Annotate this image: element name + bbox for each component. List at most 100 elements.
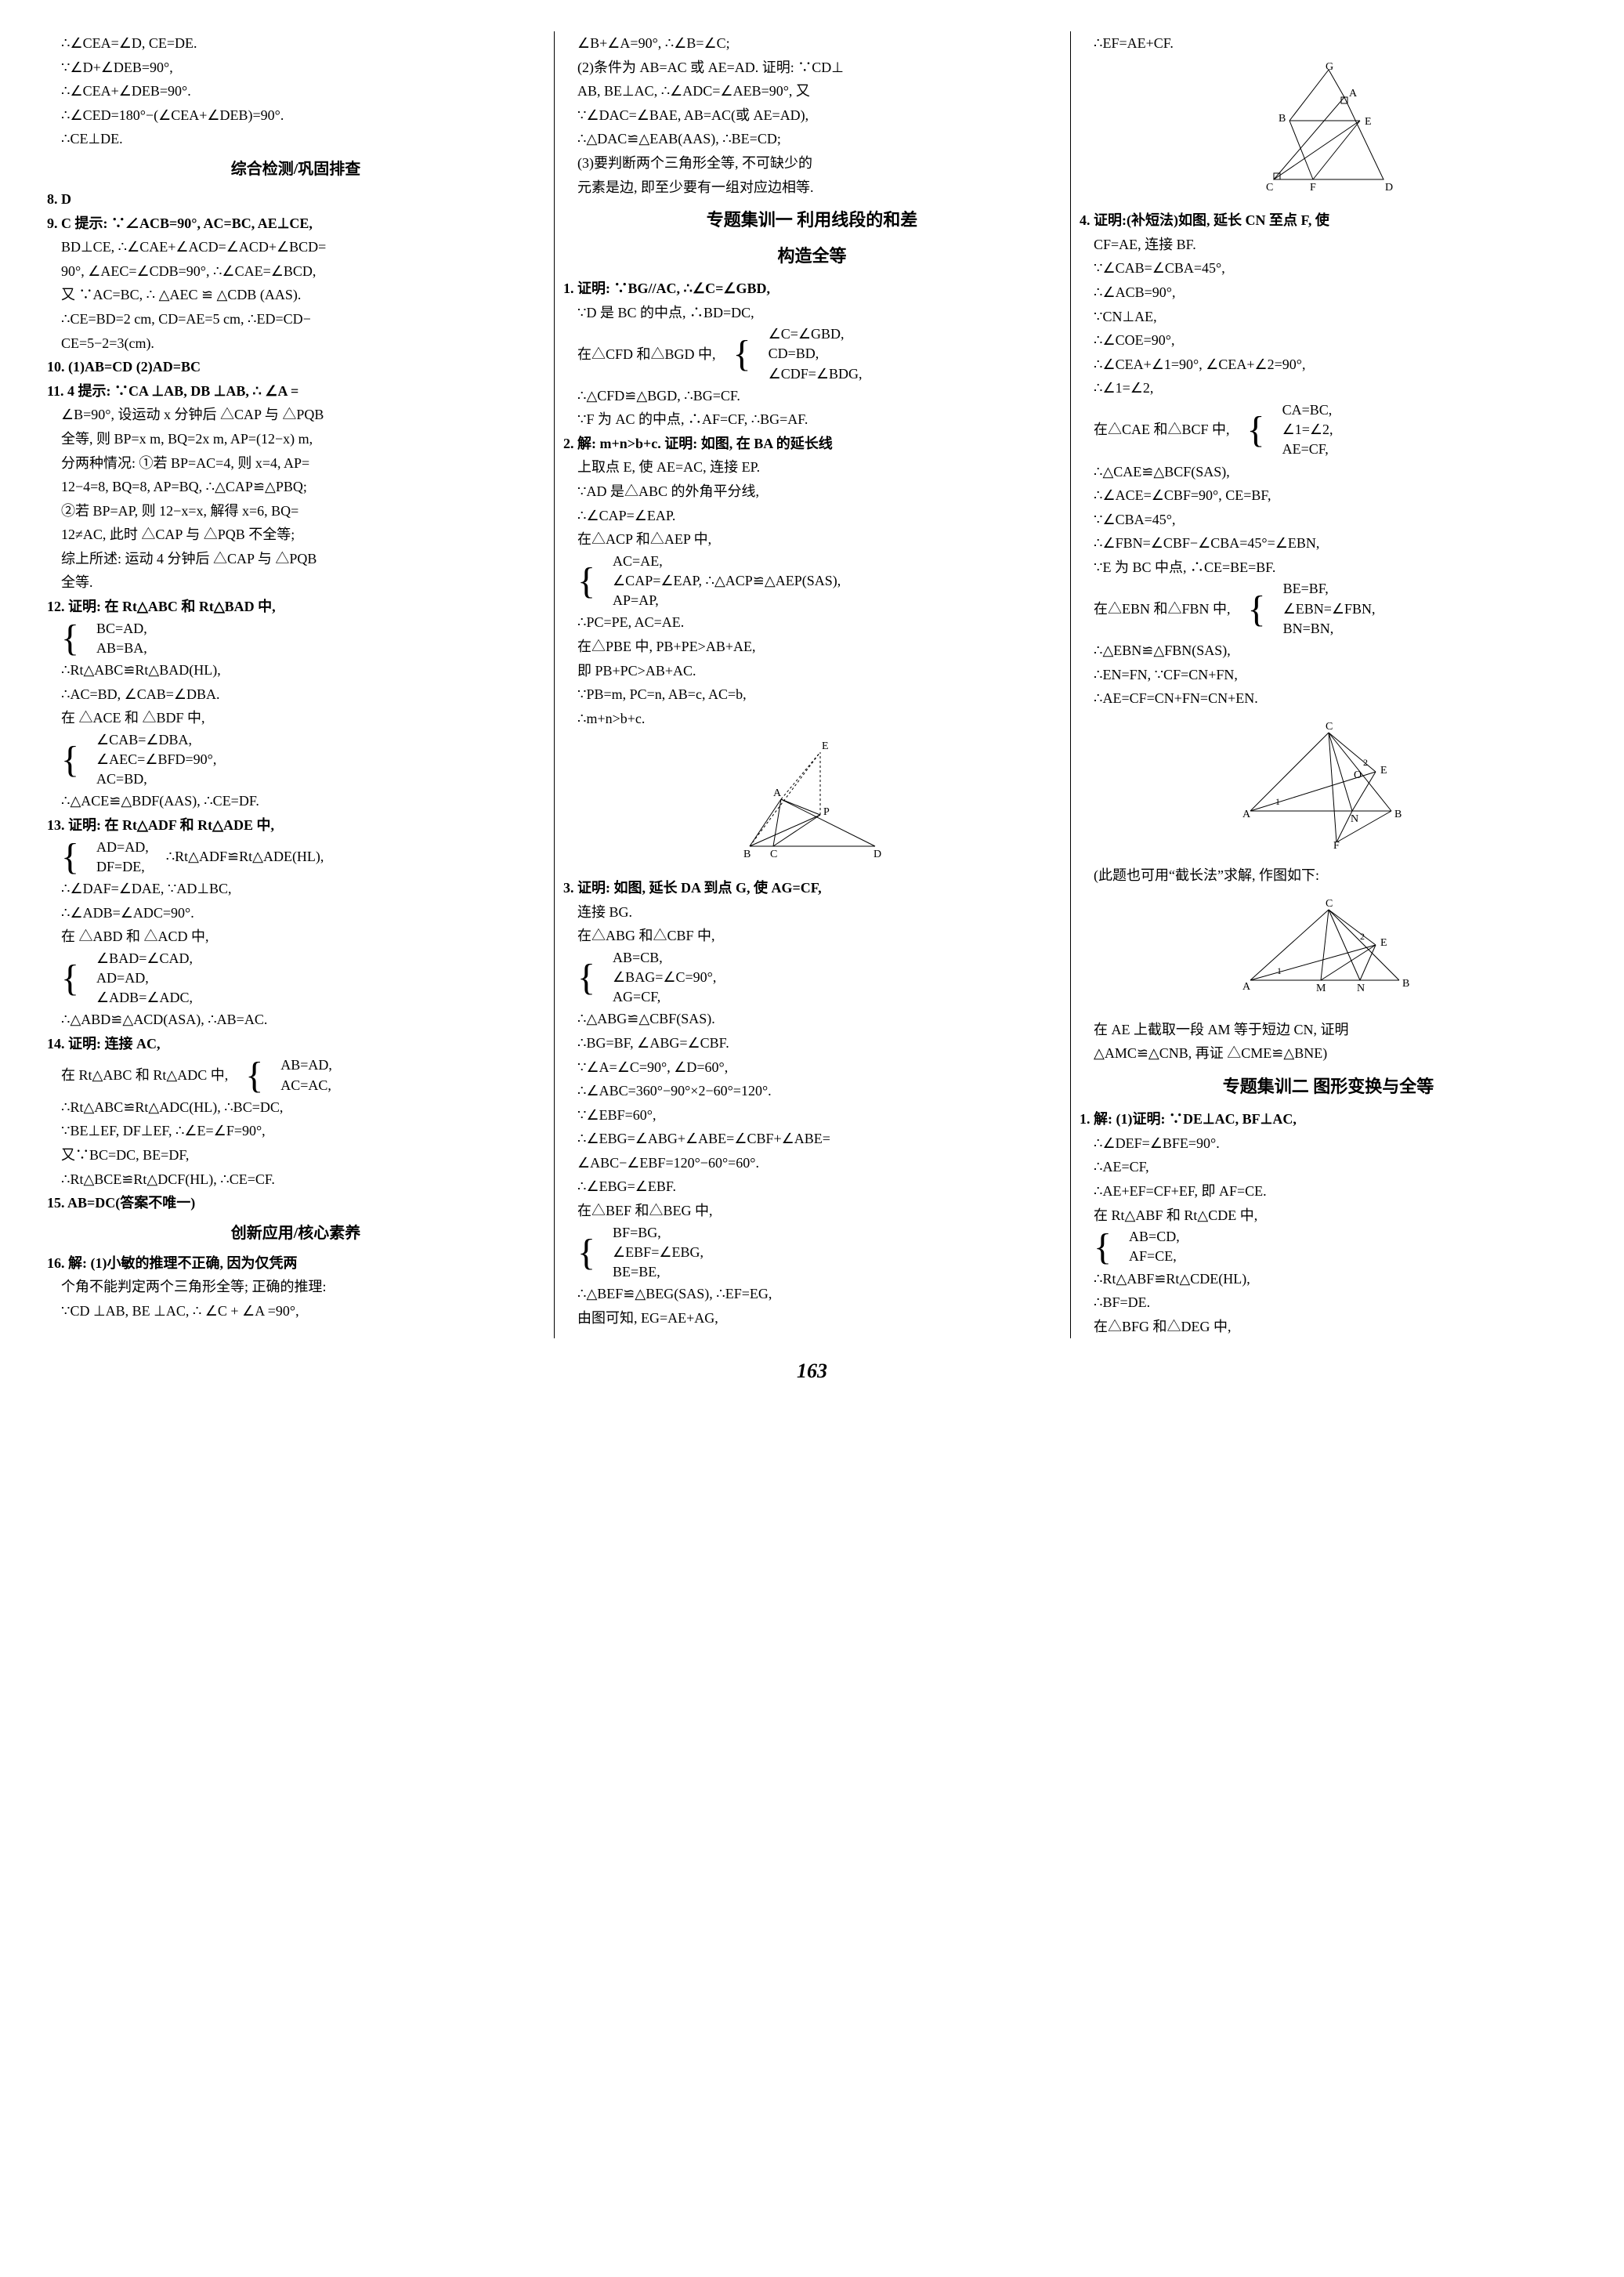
svg-text:C: C: [1326, 898, 1333, 910]
svg-text:B: B: [743, 849, 751, 860]
page-number: 163: [47, 1354, 1577, 1388]
svg-text:B: B: [1402, 978, 1409, 990]
brace-icon: {: [47, 961, 79, 995]
text: AB=AD,: [266, 1055, 332, 1075]
text: 在 △ACE 和 △BDF 中,: [47, 706, 544, 730]
text: ∴EN=FN, ∵CF=CN+FN,: [1080, 663, 1577, 687]
text: ∴EF=AE+CF.: [1080, 31, 1577, 56]
text: ∵AD 是△ABC 的外角平分线,: [563, 480, 1061, 504]
text: DF=DE,: [82, 857, 149, 877]
text: ∴△EBN≌△FBN(SAS),: [1080, 639, 1577, 663]
text: AP=AP,: [599, 591, 841, 610]
text: ∠CAP=∠EAP, ∴△ACP≌△AEP(SAS),: [599, 571, 841, 591]
brace-set: { BF=BG, ∠EBF=∠EBG, BE=BE,: [563, 1223, 1061, 1283]
text: ∴PC=PE, AC=AE.: [563, 610, 1061, 635]
text: ∴AE+EF=CF+EF, 即 AF=CE.: [1080, 1179, 1577, 1204]
svg-text:E: E: [1380, 765, 1387, 776]
text: 在 △ABD 和 △ACD 中,: [47, 925, 544, 949]
svg-text:1: 1: [1277, 965, 1282, 976]
text: 上取点 E, 使 AE=AC, 连接 EP.: [563, 455, 1061, 480]
text: 在△ABG 和△CBF 中,: [563, 924, 1061, 948]
text: ∴∠ACB=90°,: [1080, 281, 1577, 305]
text: AG=CF,: [599, 987, 716, 1007]
text: BF=BG,: [599, 1223, 703, 1243]
q11: 11. 4 提示: ∵CA ⊥AB, DB ⊥AB, ∴ ∠A =: [47, 379, 544, 404]
text: ∵∠CBA=45°,: [1080, 508, 1577, 532]
text: CA=BC,: [1268, 400, 1333, 420]
svg-text:D: D: [873, 849, 881, 860]
brace-set: { ∠CAB=∠DBA, ∠AEC=∠BFD=90°, AC=BD,: [47, 730, 544, 790]
figure-c3-3: C E A M N B 1 2: [1080, 894, 1577, 1012]
text: ∴∠ABC=360°−90°×2−60°=120°.: [563, 1079, 1061, 1103]
text: ∴AE=CF,: [1080, 1155, 1577, 1179]
text: BC=AD,: [82, 619, 147, 639]
text: BN=BN,: [1269, 619, 1376, 639]
text: BE=BF,: [1269, 579, 1376, 599]
text: (此题也可用“截长法”求解, 作图如下:: [1080, 863, 1577, 888]
brace-icon: {: [563, 1236, 595, 1269]
svg-text:E: E: [822, 740, 829, 752]
text: ∴Rt△ABC≌Rt△ADC(HL), ∴BC=DC,: [47, 1095, 544, 1120]
q12: 12. 证明: 在 Rt△ABC 和 Rt△BAD 中,: [47, 595, 544, 619]
text: AB, BE⊥AC, ∴∠ADC=∠AEB=90°, 又: [563, 79, 1061, 103]
text: ∴△ABD≌△ACD(ASA), ∴AB=AC.: [47, 1008, 544, 1032]
text: ∠EBF=∠EBG,: [599, 1243, 703, 1262]
text: ∴Rt△ABC≌Rt△BAD(HL),: [47, 658, 544, 682]
text: ∴AC=BD, ∠CAB=∠DBA.: [47, 682, 544, 707]
text: 在△EBN 和△FBN 中,: [1080, 597, 1231, 621]
text: ∴∠CAP=∠EAP.: [563, 504, 1061, 528]
text: BE=BE,: [599, 1262, 703, 1282]
text: ∴∠1=∠2,: [1080, 376, 1577, 400]
text: ∴Rt△ABF≌Rt△CDE(HL),: [1080, 1267, 1577, 1291]
text: CE=5−2=3(cm).: [47, 331, 544, 356]
text: ∴Rt△ADF≌Rt△ADE(HL),: [152, 845, 324, 869]
text: ②若 BP=AP, 则 12−x=x, 解得 x=6, BQ=: [47, 499, 544, 523]
text: 全等, 则 BP=x m, BQ=2x m, AP=(12−x) m,: [47, 427, 544, 451]
brace-set: { BC=AD, AB=BA,: [47, 619, 544, 658]
brace-icon: {: [563, 564, 595, 598]
text: AB=BA,: [82, 639, 147, 658]
text: ∵∠A=∠C=90°, ∠D=60°,: [563, 1055, 1061, 1080]
svg-text:E: E: [1380, 937, 1387, 949]
brace-icon: {: [1080, 1230, 1112, 1264]
svg-text:E: E: [1365, 116, 1372, 128]
brace-set: 在△EBN 和△FBN 中, { BE=BF, ∠EBN=∠FBN, BN=BN…: [1080, 579, 1577, 639]
text: ∵∠D+∠DEB=90°,: [47, 56, 544, 80]
topic-title: 专题集训二 图形变换与全等: [1080, 1072, 1577, 1101]
svg-text:G: G: [1326, 62, 1333, 73]
text: ∠EBN=∠FBN,: [1269, 599, 1376, 619]
text: 连接 BG.: [563, 900, 1061, 925]
text: ∵CN⊥AE,: [1080, 305, 1577, 329]
q10: 10. (1)AB=CD (2)AD=BC: [47, 355, 544, 379]
svg-text:C: C: [1266, 182, 1273, 194]
brace-icon: {: [1233, 413, 1265, 447]
text: ∵F 为 AC 的中点, ∴AF=CF, ∴BG=AF.: [563, 407, 1061, 432]
text: 又 ∵AC=BC, ∴ △AEC ≌ △CDB (AAS).: [47, 283, 544, 307]
text: ∴△ACE≌△BDF(AAS), ∴CE=DF.: [47, 789, 544, 813]
text: ∠ADB=∠ADC,: [82, 988, 193, 1008]
text: BD⊥CE, ∴∠CAE+∠ACD=∠ACD+∠BCD=: [47, 235, 544, 259]
text: ∴∠DEF=∠BFE=90°.: [1080, 1131, 1577, 1156]
svg-text:N: N: [1351, 813, 1358, 825]
brace-icon: {: [1234, 592, 1266, 626]
svg-text:A: A: [1242, 981, 1251, 993]
q13: 13. 证明: 在 Rt△ADF 和 Rt△ADE 中,: [47, 813, 544, 838]
svg-text:C: C: [770, 849, 777, 860]
text: ∵∠DAC=∠BAE, AB=AC(或 AE=AD),: [563, 103, 1061, 128]
text: 全等.: [47, 570, 544, 595]
svg-text:P: P: [823, 806, 830, 818]
text: 12−4=8, BQ=8, AP=BQ, ∴△CAP≌△PBQ;: [47, 475, 544, 499]
figure-p2: E A P B C D: [563, 737, 1061, 870]
text: AE=CF,: [1268, 440, 1333, 459]
svg-text:A: A: [1242, 809, 1251, 820]
text: ∴∠EBG=∠EBF.: [563, 1175, 1061, 1199]
q15: 15. AB=DC(答案不唯一): [47, 1191, 544, 1215]
text: ∠C=∠GBD,: [754, 324, 863, 344]
text: ∴∠COE=90°,: [1080, 328, 1577, 353]
svg-text:2: 2: [1360, 931, 1365, 942]
brace-icon: {: [231, 1059, 263, 1092]
text: 90°, ∠AEC=∠CDB=90°, ∴∠CAE=∠BCD,: [47, 259, 544, 284]
p3: 3. 证明: 如图, 延长 DA 到点 G, 使 AG=CF,: [563, 876, 1061, 900]
text: ∵BE⊥EF, DF⊥EF, ∴∠E=∠F=90°,: [47, 1119, 544, 1143]
figure-c3-1: G A B E C F D: [1080, 62, 1577, 203]
